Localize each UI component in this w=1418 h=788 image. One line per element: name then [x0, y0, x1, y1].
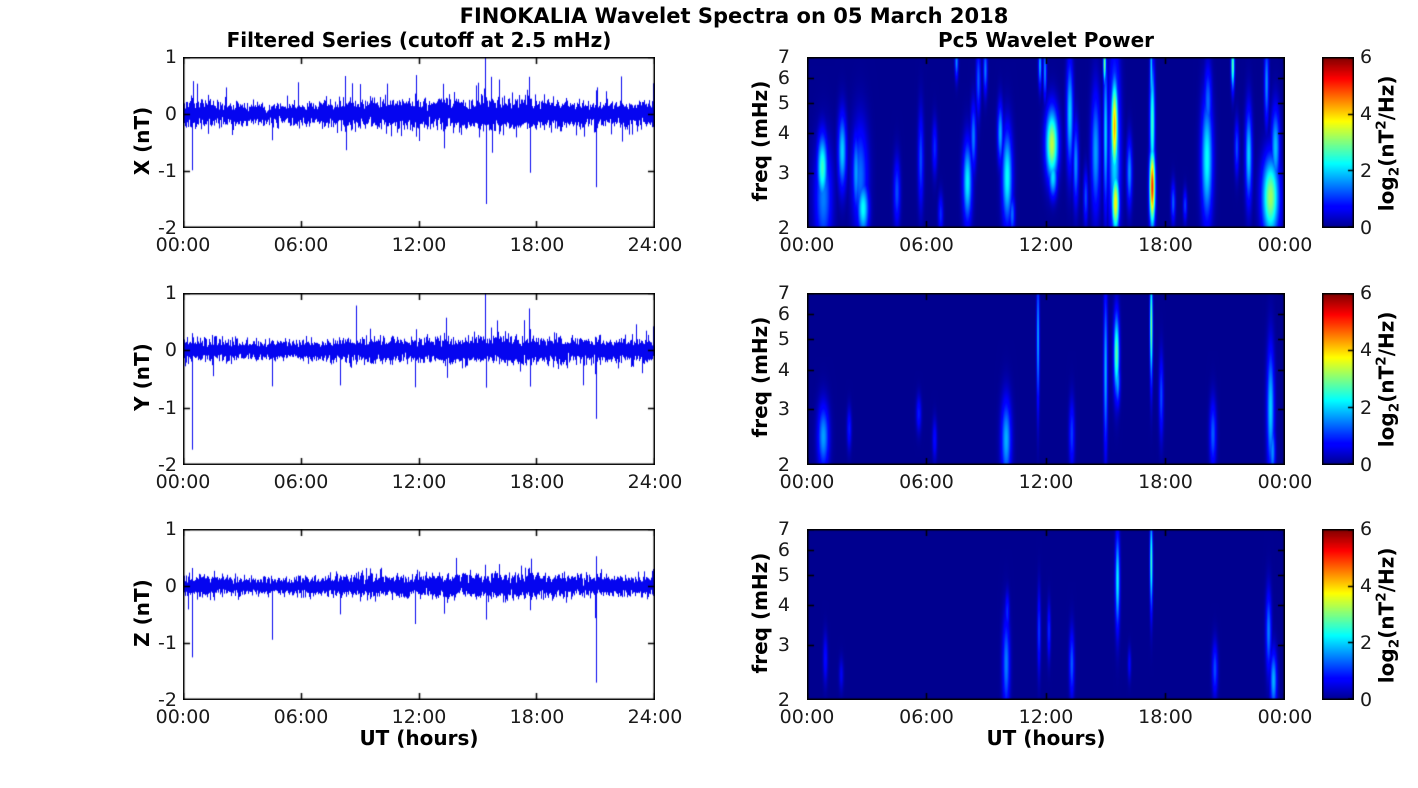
z-wavelet-ylabel: freq (mHz) — [748, 552, 772, 673]
colorbar-z — [1322, 529, 1354, 700]
x-tick-label: 00:00 — [779, 234, 835, 256]
y-tick-label: 3 — [777, 398, 790, 421]
y-tick-label: 2 — [777, 454, 790, 476]
x-tick-label: 18:00 — [509, 234, 565, 256]
colorbar-y — [1322, 293, 1354, 465]
y-tick-label: -2 — [158, 689, 177, 711]
y-tick-label: 7 — [777, 518, 790, 540]
y-tick-label: 5 — [777, 91, 790, 114]
x-tick-label: 00:00 — [1257, 706, 1313, 728]
x-tick-label: 24:00 — [627, 471, 683, 493]
x-tick-label: 00:00 — [779, 706, 835, 728]
colorbar-label-z: log2(nT2/Hz) — [1373, 546, 1403, 683]
colorbar-tick-label: 0 — [1360, 689, 1373, 711]
y-tick-label: 1 — [164, 518, 177, 540]
colorbar-tick-label: 4 — [1360, 575, 1373, 597]
left-xlabel: UT (hours) — [359, 726, 479, 750]
colorbar-tick-label: 4 — [1360, 339, 1373, 362]
colorbar-tick-label: 2 — [1360, 160, 1373, 182]
y-tick-label: -2 — [158, 217, 177, 239]
x-tick-label: 00:00 — [1257, 234, 1313, 256]
colorbar-tick-label: 0 — [1360, 454, 1373, 476]
x-tick-label: 12:00 — [1018, 471, 1074, 493]
x-tick-label: 12:00 — [391, 234, 447, 256]
x-tick-label: 06:00 — [273, 706, 329, 728]
x-tick-label: 18:00 — [1138, 234, 1193, 256]
x-tick-label: 18:00 — [509, 706, 565, 728]
colorbar-label-y: log2(nT2/Hz) — [1373, 311, 1403, 448]
colorbar-tick-label: 0 — [1360, 217, 1373, 239]
y-wavelet-power-heatmap — [807, 293, 1285, 465]
x-tick-label: 24:00 — [627, 234, 683, 256]
y-tick-label: 4 — [777, 594, 790, 617]
y-tick-label: 1 — [164, 282, 177, 304]
x-tick-label: 06:00 — [273, 471, 329, 493]
y-tick-label: 4 — [777, 122, 790, 145]
colorbar-tick-label: 2 — [1360, 632, 1373, 654]
y-series-ylabel: Y (nT) — [130, 343, 154, 411]
y-tick-label: -1 — [158, 632, 177, 654]
y-tick-label: 5 — [777, 328, 790, 351]
y-tick-label: 2 — [777, 689, 790, 711]
y-tick-label: 5 — [777, 563, 790, 586]
y-tick-label: 0 — [164, 575, 177, 597]
y-tick-label: -2 — [158, 454, 177, 476]
x-tick-label: 18:00 — [1138, 471, 1193, 493]
colorbar-tick-label: 6 — [1360, 518, 1373, 540]
x-tick-label: 18:00 — [1138, 706, 1193, 728]
x-tick-label: 00:00 — [1257, 471, 1313, 493]
right-column-title: Pc5 Wavelet Power — [937, 28, 1155, 52]
colorbar-tick-label: 6 — [1360, 46, 1373, 68]
x-tick-label: 18:00 — [509, 471, 565, 493]
y-tick-label: -1 — [158, 160, 177, 182]
y-tick-label: 2 — [777, 217, 790, 239]
colorbar-tick-label: 4 — [1360, 103, 1373, 125]
y-tick-label: 3 — [777, 633, 790, 656]
x-wavelet-ylabel: freq (mHz) — [748, 80, 772, 201]
figure-title: FINOKALIA Wavelet Spectra on 05 March 20… — [459, 4, 1009, 28]
z-wavelet-power-heatmap — [807, 529, 1285, 700]
y-tick-label: 6 — [777, 67, 790, 90]
y-tick-label: 4 — [777, 358, 790, 381]
x-wavelet-power-heatmap — [807, 57, 1285, 228]
x-tick-label: 06:00 — [899, 234, 954, 256]
y-tick-label: 1 — [164, 46, 177, 68]
x-tick-label: 00:00 — [155, 471, 211, 493]
z-filtered-series-plot — [183, 529, 655, 700]
y-tick-label: -1 — [158, 396, 177, 419]
colorbar-label-x: log2(nT2/Hz) — [1373, 74, 1403, 211]
y-tick-label: 6 — [777, 539, 790, 562]
y-tick-label: 7 — [777, 282, 790, 304]
x-tick-label: 00:00 — [155, 706, 211, 728]
x-tick-label: 00:00 — [155, 234, 211, 256]
colorbar-tick-label: 2 — [1360, 396, 1373, 419]
left-column-title: Filtered Series (cutoff at 2.5 mHz) — [226, 28, 612, 52]
y-tick-label: 0 — [164, 103, 177, 125]
x-tick-label: 24:00 — [627, 706, 683, 728]
y-tick-label: 3 — [777, 161, 790, 184]
x-tick-label: 12:00 — [391, 471, 447, 493]
x-series-ylabel: X (nT) — [130, 106, 154, 175]
z-series-ylabel: Z (nT) — [130, 578, 154, 647]
y-tick-label: 6 — [777, 303, 790, 326]
x-tick-label: 06:00 — [899, 471, 954, 493]
x-filtered-series-plot — [183, 57, 655, 228]
y-wavelet-ylabel: freq (mHz) — [748, 316, 772, 438]
colorbar-tick-label: 6 — [1360, 282, 1373, 304]
x-tick-label: 06:00 — [273, 234, 329, 256]
y-filtered-series-plot — [183, 293, 655, 465]
x-tick-label: 12:00 — [391, 706, 447, 728]
x-tick-label: 06:00 — [899, 706, 954, 728]
y-tick-label: 7 — [777, 46, 790, 68]
y-tick-label: 0 — [164, 339, 177, 362]
right-xlabel: UT (hours) — [986, 726, 1106, 750]
x-tick-label: 00:00 — [779, 471, 835, 493]
x-tick-label: 12:00 — [1018, 234, 1074, 256]
x-tick-label: 12:00 — [1018, 706, 1074, 728]
colorbar-x — [1322, 57, 1354, 228]
